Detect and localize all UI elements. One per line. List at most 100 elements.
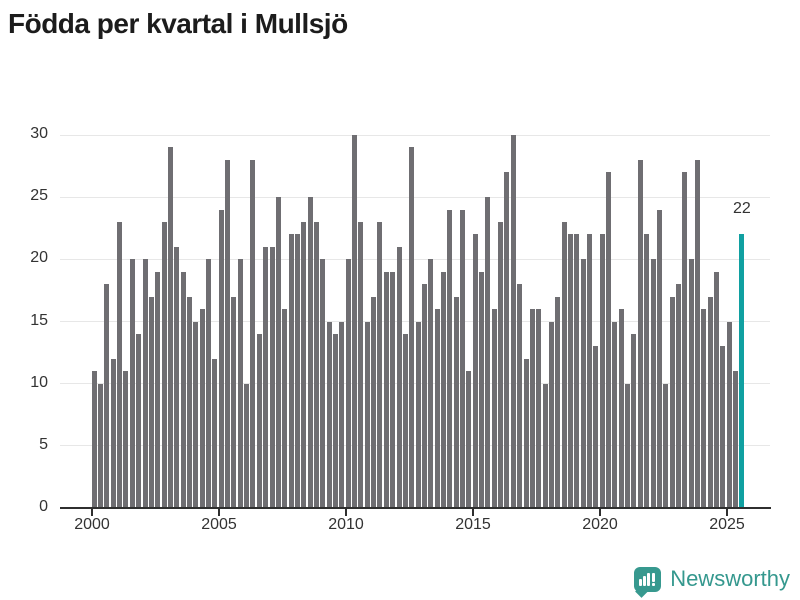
bar — [377, 222, 383, 508]
bar — [180, 271, 186, 508]
x-tick-2020 — [599, 509, 601, 516]
bar — [523, 358, 529, 508]
bar — [396, 246, 402, 508]
x-tick-2000 — [91, 509, 93, 516]
bar — [231, 296, 237, 508]
bar — [383, 271, 389, 508]
y-axis-label-25: 25 — [30, 187, 48, 205]
bar — [263, 246, 269, 508]
brand-name: Newsworthy — [670, 566, 790, 591]
x-axis-label-2010: 2010 — [328, 516, 364, 533]
bar — [225, 159, 231, 508]
gridline-y-15 — [60, 321, 770, 322]
bar — [536, 309, 542, 508]
bar — [136, 333, 142, 508]
speech-bubble-tail — [635, 584, 649, 598]
bar — [193, 321, 199, 508]
x-tick-2025 — [726, 509, 728, 516]
bar — [688, 259, 694, 508]
gridline-y-10 — [60, 383, 770, 385]
x-axis-label-2025: 2025 — [709, 516, 745, 533]
gridline-y-20 — [60, 258, 770, 260]
bar — [206, 259, 211, 508]
bar — [339, 321, 345, 508]
bar — [631, 333, 637, 508]
bar — [352, 135, 358, 508]
bar — [91, 371, 97, 508]
bar — [548, 321, 554, 508]
bar — [567, 234, 573, 508]
gridline-y-30 — [60, 134, 770, 136]
bar — [580, 259, 586, 508]
bar — [428, 259, 434, 508]
bar — [485, 197, 491, 508]
bar — [390, 271, 396, 508]
x-axis-label-2000: 2000 — [74, 516, 110, 533]
bar — [517, 284, 523, 508]
bar — [104, 284, 110, 508]
bar — [148, 296, 154, 508]
bar — [555, 296, 561, 508]
highlight-value-label: 22 — [732, 200, 751, 218]
bar — [123, 371, 129, 508]
plot-area — [60, 134, 770, 508]
bar — [212, 358, 218, 508]
bar — [358, 222, 364, 508]
bar — [625, 383, 631, 508]
bar — [491, 309, 497, 508]
x-tick-2015 — [472, 509, 474, 516]
bar — [656, 209, 662, 508]
y-axis-label-0: 0 — [39, 498, 48, 515]
bar — [320, 259, 326, 508]
bar — [301, 222, 307, 508]
bar — [498, 222, 504, 508]
bar — [440, 271, 446, 508]
chart-title: Födda per kvartal i Mullsjö — [8, 8, 348, 39]
y-axis-label-20: 20 — [30, 249, 48, 267]
bar — [726, 321, 732, 508]
bar — [294, 234, 300, 508]
bar — [434, 309, 440, 508]
bar — [618, 309, 624, 508]
bar — [714, 271, 719, 508]
bar — [701, 309, 707, 508]
bar — [237, 259, 243, 508]
bar — [326, 321, 332, 508]
x-tick-2010 — [345, 509, 347, 516]
bar — [599, 234, 605, 508]
bar — [174, 246, 180, 508]
bar — [288, 234, 294, 508]
y-axis-label-10: 10 — [30, 373, 48, 391]
bar — [675, 284, 681, 508]
bar — [371, 296, 377, 508]
bar — [244, 383, 250, 508]
bar — [720, 346, 726, 508]
bar — [504, 172, 510, 508]
bar — [110, 358, 116, 508]
bar — [142, 259, 148, 508]
bar — [345, 259, 351, 508]
bar — [218, 209, 224, 508]
x-tick-2005 — [218, 509, 220, 516]
bar — [129, 259, 135, 508]
x-axis-label-2015: 2015 — [455, 516, 491, 533]
bar — [694, 159, 700, 508]
bar — [733, 371, 739, 508]
bar — [333, 333, 338, 508]
bar — [453, 296, 459, 508]
bar — [364, 321, 370, 508]
bar — [669, 296, 675, 508]
bar — [161, 222, 167, 508]
bar — [421, 284, 427, 508]
gridline-y-25 — [60, 196, 770, 198]
bar — [98, 383, 104, 508]
y-axis-label-15: 15 — [30, 311, 48, 329]
bar — [529, 309, 535, 508]
newsworthy-logo-icon — [634, 566, 662, 598]
bar — [542, 383, 548, 508]
bar — [275, 197, 281, 508]
bar — [707, 296, 713, 508]
bar — [644, 234, 650, 508]
bar — [269, 246, 275, 508]
